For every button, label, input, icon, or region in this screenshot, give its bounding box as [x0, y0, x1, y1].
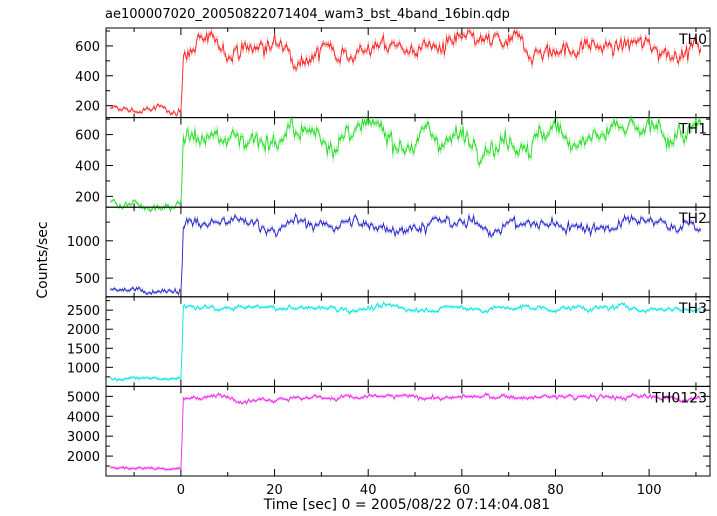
- panel-label: TH0123: [651, 390, 707, 406]
- x-tick-label: 40: [360, 483, 377, 498]
- y-tick-label: 500: [75, 272, 100, 287]
- x-tick-label: 100: [637, 483, 662, 498]
- y-tick-label: 200: [75, 190, 100, 205]
- y-tick-label: 2000: [67, 450, 100, 465]
- series-line-th3: [110, 301, 701, 381]
- panel-th0: 200 400 600 TH0: [75, 27, 711, 119]
- panels: 200 400 600 TH0 200 400 600 TH1 500 1000 TH2 1000 15…: [67, 27, 711, 477]
- x-tick-label: 60: [454, 483, 471, 498]
- series-line-th1: [110, 118, 702, 213]
- y-tick-label: 1000: [67, 235, 100, 250]
- panel-label: TH0: [678, 32, 707, 48]
- y-tick-label: 1500: [67, 342, 100, 357]
- series-line-th2: [110, 213, 701, 296]
- panel-th2: 500 1000 TH2: [67, 206, 711, 298]
- y-tick-label: 5000: [67, 390, 100, 405]
- x-tick-label: 0: [177, 483, 185, 498]
- panel-th0123: 2000 3000 4000 5000 TH0123: [67, 385, 711, 477]
- x-axis: 0 20 40 60 80 100: [177, 483, 662, 498]
- x-tick-label: 20: [266, 483, 283, 498]
- panel-th1: 200 400 600 TH1: [75, 115, 711, 214]
- panel-label: TH2: [678, 211, 707, 227]
- y-tick-label: 200: [75, 100, 100, 115]
- y-tick-label: 600: [75, 129, 100, 144]
- x-tick-label: 80: [547, 483, 564, 498]
- panel-th3: 1000 1500 2000 2500 TH3: [67, 296, 711, 387]
- series-line-th0123: [110, 392, 701, 471]
- series-errorbars-th3: [110, 301, 701, 382]
- panel-frame: [105, 117, 711, 208]
- series-errorbars-th0123: [110, 392, 701, 472]
- y-tick-label: 400: [75, 159, 100, 174]
- x-axis-label: Time [sec] 0 = 2005/08/22 07:14:04.081: [263, 497, 550, 513]
- y-tick-label: 3000: [67, 430, 100, 445]
- chart-title: ae100007020_20050822071404_wam3_bst_4ban…: [105, 7, 510, 22]
- series-line-th0: [110, 29, 702, 117]
- series-errorbars-th0: [110, 28, 701, 118]
- y-tick-label: 4000: [67, 410, 100, 425]
- y-tick-label: 400: [75, 70, 100, 85]
- panel-label: TH1: [678, 122, 707, 138]
- y-axis-label: Counts/sec: [35, 221, 51, 298]
- panel-frame: [105, 385, 711, 477]
- series-errorbars-th1: [110, 115, 701, 214]
- y-tick-label: 2000: [67, 323, 100, 338]
- y-tick-label: 1000: [67, 361, 100, 376]
- y-tick-label: 600: [75, 40, 100, 55]
- y-tick-label: 2500: [67, 304, 100, 319]
- panel-label: TH3: [678, 301, 707, 317]
